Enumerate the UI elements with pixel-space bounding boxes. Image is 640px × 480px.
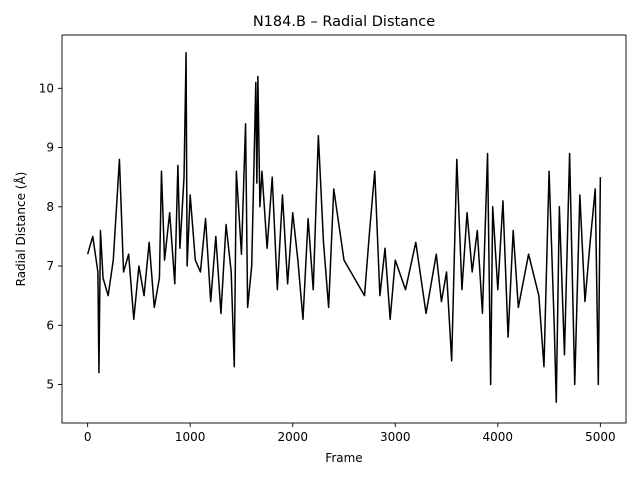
y-tick-label: 10 (39, 81, 54, 95)
x-tick-label: 4000 (483, 430, 514, 444)
x-tick-label: 0 (84, 430, 92, 444)
x-tick-label: 5000 (585, 430, 616, 444)
series-line (86, 52, 602, 404)
plot-frame (61, 34, 627, 424)
x-axis: 0 1000 2000 3000 4000 5000 (84, 423, 616, 444)
y-tick-label: 9 (46, 141, 54, 155)
y-axis: 5 6 7 8 9 10 (39, 81, 62, 391)
chart-title: N184.B – Radial Distance (253, 14, 435, 30)
series-line-layer (86, 52, 602, 404)
x-axis-label: Frame (325, 451, 362, 465)
y-tick-label: 5 (46, 377, 54, 391)
y-tick-label: 6 (46, 318, 54, 332)
x-tick-label: 2000 (277, 430, 308, 444)
x-tick-label: 3000 (380, 430, 411, 444)
y-axis-label: Radial Distance (Å) (13, 172, 28, 287)
x-tick-label: 1000 (175, 430, 206, 444)
y-tick-label: 8 (46, 200, 54, 214)
y-tick-label: 7 (46, 259, 54, 273)
